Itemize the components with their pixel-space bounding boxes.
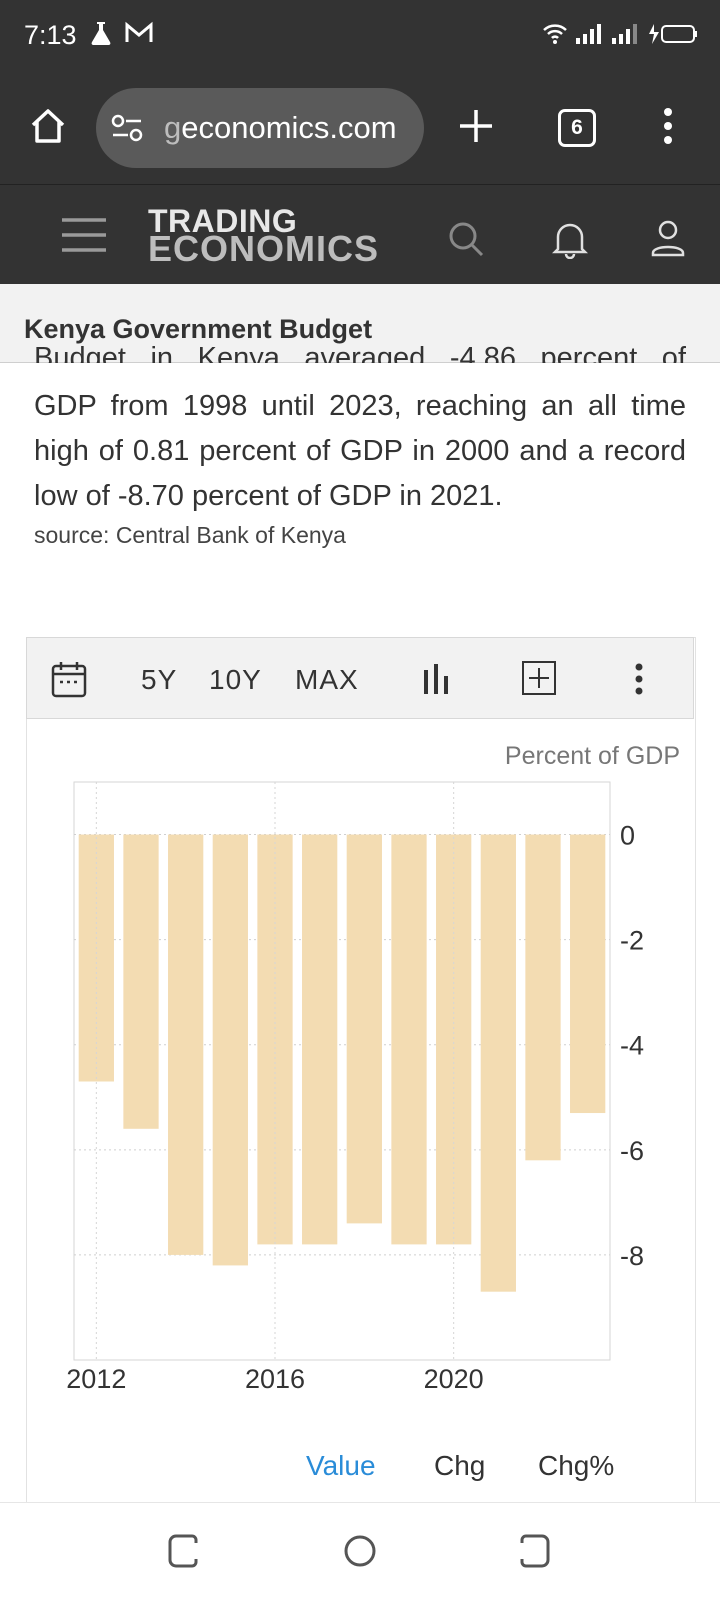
address-bar[interactable]: geconomics.com (96, 88, 424, 168)
range-5y-button[interactable]: 5Y (141, 664, 178, 695)
status-time: 7:13 (24, 20, 77, 50)
menu-icon[interactable] (60, 217, 108, 253)
calendar-icon[interactable] (51, 660, 87, 698)
gmail-icon (125, 21, 153, 42)
wifi-icon (543, 24, 567, 44)
signal-icon (576, 24, 601, 44)
bar-2014 (168, 834, 204, 1255)
tab-switcher-button[interactable]: 6 (558, 109, 596, 147)
chart-more-icon[interactable] (633, 662, 645, 696)
bar-2017 (302, 834, 338, 1245)
x-tick-label: 2012 (66, 1364, 126, 1394)
status-bar: 7:13 (0, 0, 720, 72)
y-tick-label: -2 (620, 926, 644, 956)
chart-toolbar: 5Y 10Y MAX (26, 637, 694, 719)
bar-2021 (480, 834, 516, 1292)
y-tick-label: -4 (620, 1031, 644, 1061)
title-bar: Kenya Government Budget (0, 284, 720, 363)
range-max-button[interactable]: MAX (295, 664, 359, 695)
y-tick-label: -8 (620, 1241, 644, 1271)
page-title: Kenya Government Budget (24, 314, 373, 344)
tab-value[interactable]: Value (306, 1450, 376, 1481)
bar-2022 (525, 834, 561, 1161)
site-header: TRADING ECONOMICS (0, 184, 720, 285)
signal-icon-2 (612, 24, 637, 44)
x-tick-label: 2016 (245, 1364, 305, 1394)
y-tick-label: 0 (620, 821, 635, 851)
site-settings-icon[interactable] (110, 113, 144, 143)
battery-charging-icon (649, 24, 697, 44)
tab-chg[interactable]: Chg (434, 1450, 486, 1481)
more-vert-icon[interactable] (660, 104, 676, 148)
add-box-icon[interactable] (521, 660, 557, 696)
back-nav-icon[interactable] (166, 1533, 202, 1569)
tab-chg-percent[interactable]: Chg% (538, 1450, 615, 1481)
home-icon[interactable] (28, 106, 68, 146)
bell-icon[interactable] (552, 219, 588, 259)
new-tab-icon[interactable] (456, 106, 496, 146)
bar-chart-icon[interactable] (421, 662, 453, 694)
home-nav-icon[interactable] (342, 1533, 378, 1569)
description-partial: Budget in Kenya averaged -4.86 percent o… (34, 342, 686, 363)
flask-icon (91, 22, 111, 45)
url-text[interactable]: geconomics.com (164, 110, 397, 145)
bar-2015 (212, 834, 248, 1266)
source-text: source: Central Bank of Kenya (34, 522, 346, 548)
range-10y-button[interactable]: 10Y (209, 664, 262, 695)
bar-2018 (346, 834, 382, 1224)
y-tick-label: -6 (620, 1136, 644, 1166)
plot-frame (73, 781, 611, 1361)
bar-2023 (570, 834, 606, 1114)
browser-toolbar: geconomics.com 6 (0, 72, 720, 184)
chart-unit-label: Percent of GDP (504, 742, 680, 770)
search-icon[interactable] (446, 219, 486, 259)
system-nav-bar (0, 1502, 720, 1601)
user-icon[interactable] (650, 219, 686, 259)
description: GDP from 1998 until 2023, reaching an al… (34, 390, 686, 512)
bar-2013 (123, 834, 159, 1129)
x-tick-label: 2020 (424, 1364, 484, 1394)
bar-2019 (391, 834, 427, 1245)
site-logo[interactable]: TRADING ECONOMICS (148, 203, 380, 269)
recent-apps-icon[interactable] (516, 1533, 552, 1569)
